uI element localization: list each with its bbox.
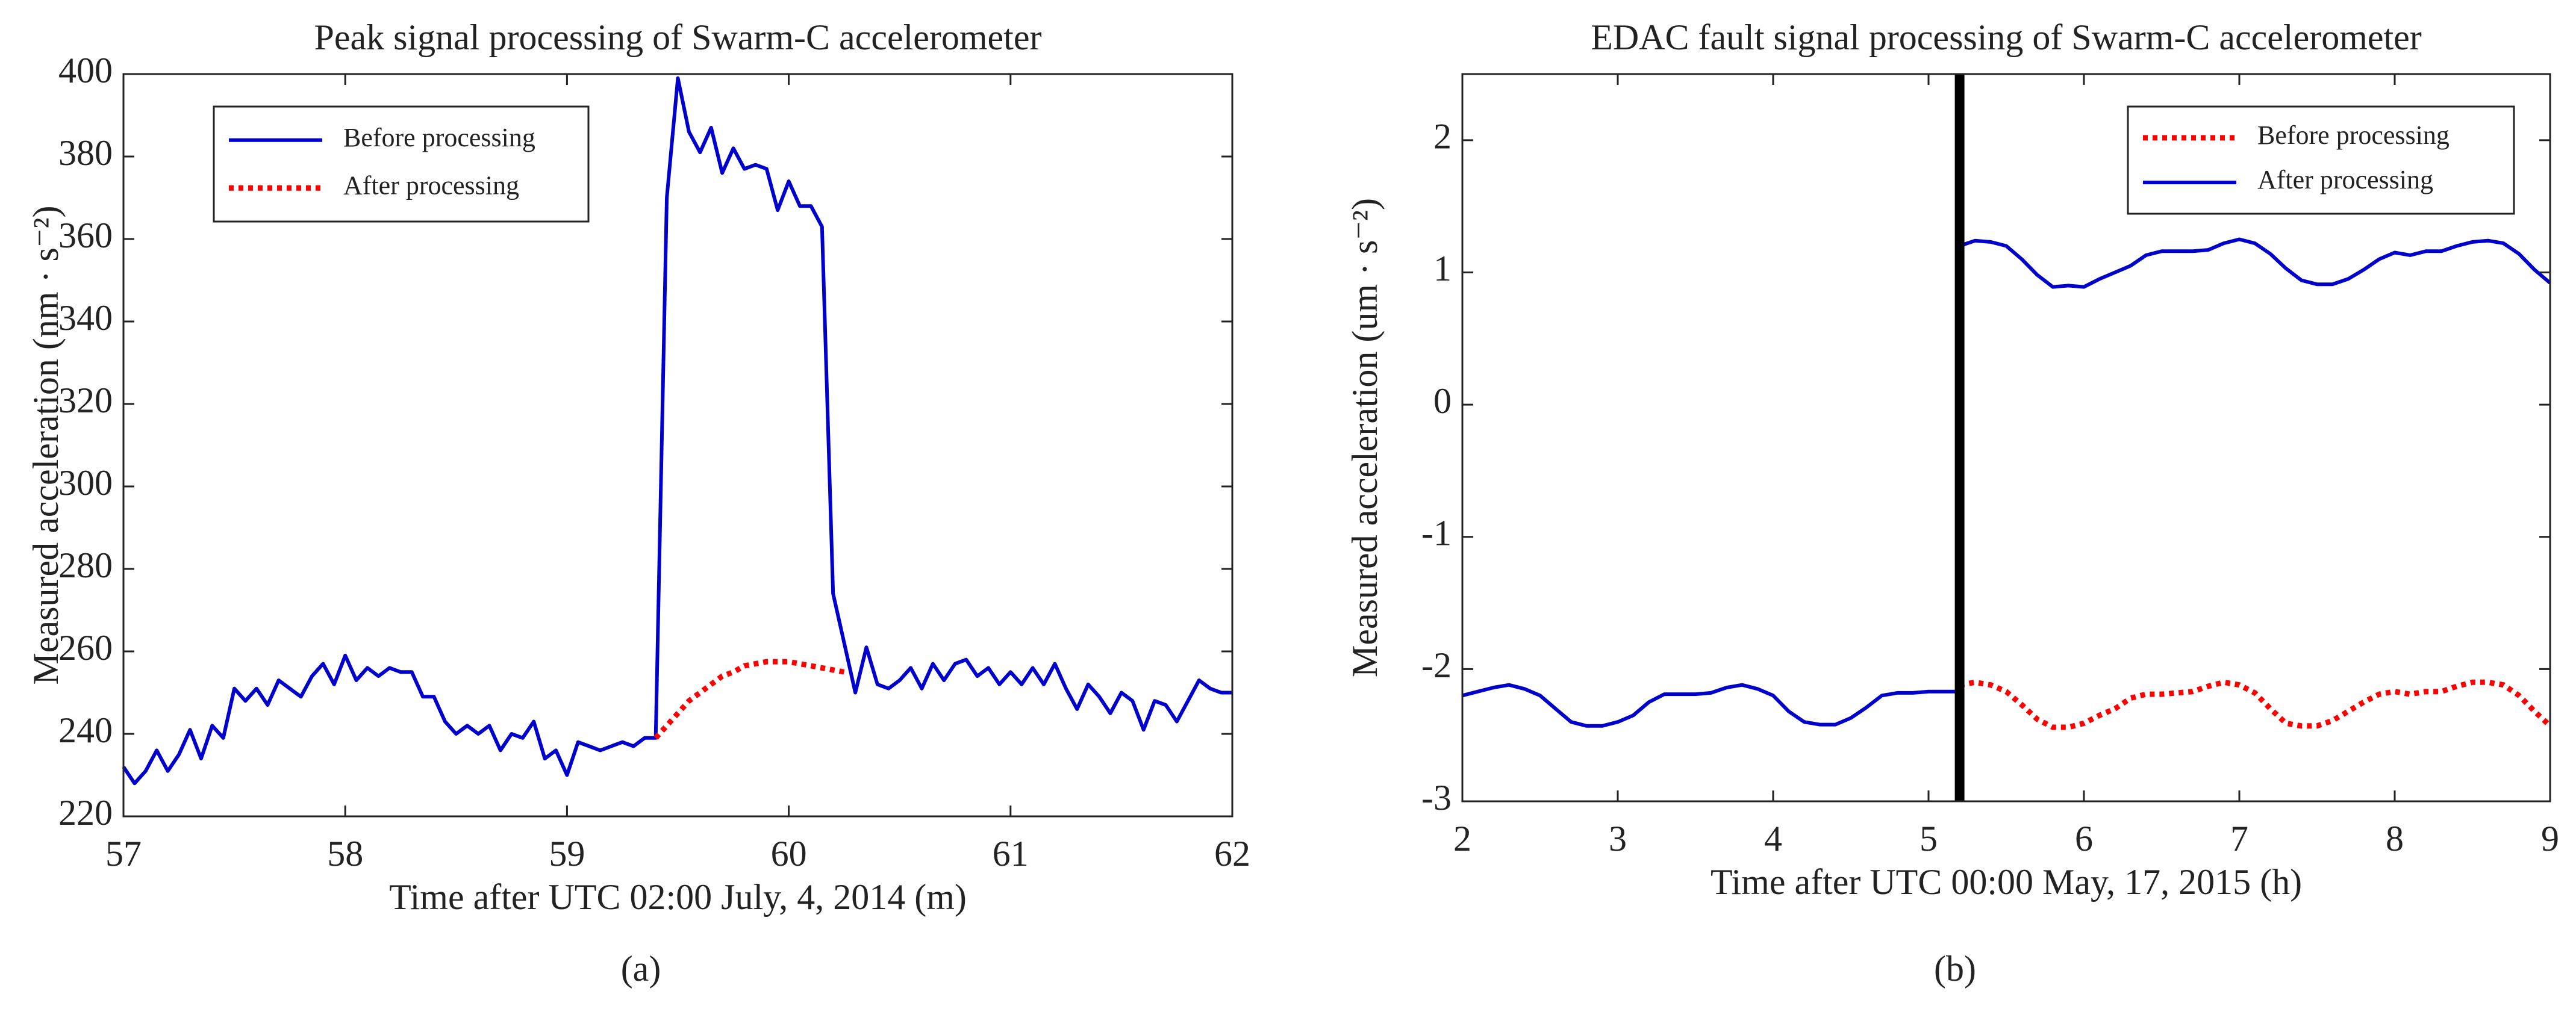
legend-label: After processing [343,170,519,200]
y-tick-label: -2 [1421,645,1452,685]
y-tick-label: 2 [1433,117,1452,157]
plot-frame [122,73,1233,818]
x-tick-label: 61 [993,834,1029,874]
x-tick-label: 4 [1764,819,1782,858]
legend-label: Before processing [343,123,535,152]
y-tick-label: 260 [58,628,113,668]
y-tick-label: -3 [1421,778,1452,818]
y-tick-label: 400 [58,51,113,90]
x-tick-label: 7 [2230,819,2248,858]
y-tick-label: 380 [58,133,113,173]
x-axis-label: Time after UTC 00:00 May, 17, 2015 (h) [1711,862,2302,902]
data-line [653,659,845,740]
x-tick-label: 3 [1609,819,1627,858]
legend-label: Before processing [2257,120,2450,150]
chart-title: EDAC fault signal processing of Swarm-C … [1591,17,2422,57]
caption: (b) [1934,949,1976,989]
y-tick-label: 360 [58,216,113,255]
data-line [1959,679,2553,730]
caption: (a) [621,949,661,989]
y-tick-label: 280 [58,545,113,585]
data-line [122,76,1232,786]
y-tick-label: 240 [58,710,113,750]
y-tick-label: 0 [1433,381,1452,421]
x-tick-label: 8 [2386,819,2404,858]
y-tick-label: 320 [58,380,113,420]
x-axis-label: Time after UTC 02:00 July, 4, 2014 (m) [389,877,967,917]
x-tick-label: 60 [771,834,807,874]
data-line [1462,237,2551,728]
y-tick-label: 340 [58,298,113,338]
chart-title: Peak signal processing of Swarm-C accele… [314,17,1042,57]
x-tick-label: 62 [1214,834,1250,874]
x-tick-label: 5 [1920,819,1938,858]
legend-label: After processing [2257,165,2433,194]
y-axis-label: Measured acceleration (um · s⁻²) [1345,198,1385,677]
y-tick-label: 1 [1433,249,1452,288]
legend-box [213,105,590,223]
x-tick-label: 6 [2075,819,2093,858]
x-tick-label: 58 [327,834,363,874]
legend-box [2127,105,2515,215]
x-tick-label: 57 [105,834,142,874]
x-tick-label: 59 [549,834,585,874]
y-tick-label: -1 [1421,513,1452,553]
y-tick-label: 300 [58,463,113,503]
x-tick-label: 2 [1453,819,1471,858]
plot-frame [1461,73,2551,803]
y-tick-label: 220 [58,793,113,833]
y-axis-label: Measured acceleration (nm · s⁻²) [26,206,66,685]
x-tick-label: 9 [2541,819,2559,858]
